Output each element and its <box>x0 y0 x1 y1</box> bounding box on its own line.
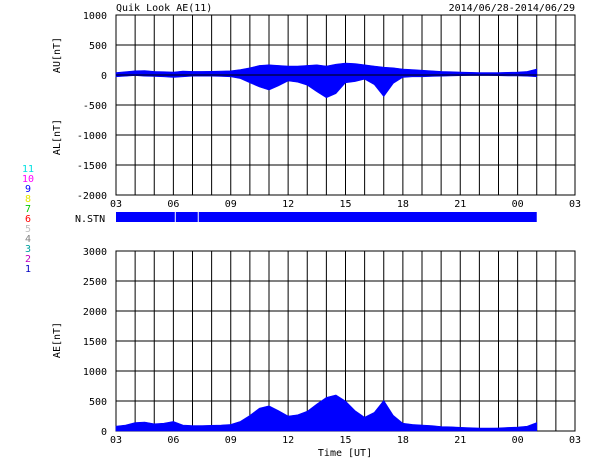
al-axis-label: AL[nT] <box>52 119 63 155</box>
y-tick-label: -1500 <box>77 161 107 172</box>
x-tick-label: 09 <box>225 435 237 446</box>
nstn-bar <box>116 212 537 222</box>
y-tick-label: 0 <box>101 71 107 82</box>
station-legend-item: 2 <box>25 254 31 265</box>
y-tick-label: 2500 <box>83 277 107 288</box>
x-tick-label: 03 <box>110 435 122 446</box>
x-tick-label: 03 <box>110 199 122 210</box>
au-al-area <box>115 62 538 99</box>
station-legend-item: 3 <box>25 244 31 255</box>
x-tick-label: 09 <box>225 199 237 210</box>
y-tick-label: 1000 <box>83 11 107 22</box>
x-tick-label: 21 <box>454 199 466 210</box>
nstn-label: N.STN <box>75 214 105 225</box>
x-tick-label: 00 <box>512 199 524 210</box>
y-tick-label: 500 <box>89 397 107 408</box>
y-tick-label: 3000 <box>83 247 107 258</box>
x-axis-label: Time [UT] <box>318 448 372 459</box>
station-legend-item: 5 <box>25 224 31 235</box>
y-tick-label: 500 <box>89 41 107 52</box>
ae-axis-label: AE[nT] <box>52 322 63 358</box>
station-legend-item: 7 <box>25 204 31 215</box>
y-tick-label: -1000 <box>77 131 107 142</box>
date-range: 2014/06/28-2014/06/29 <box>449 3 575 14</box>
x-tick-label: 21 <box>454 435 466 446</box>
au-al-panel-grid <box>115 14 576 196</box>
ae-area <box>115 394 538 432</box>
au-axis-label: AU[nT] <box>52 37 63 73</box>
x-tick-label: 18 <box>397 435 409 446</box>
station-legend-item: 10 <box>22 174 34 185</box>
station-legend-item: 4 <box>25 234 31 245</box>
y-tick-label: -2000 <box>77 191 107 202</box>
y-tick-label: -500 <box>83 101 107 112</box>
x-tick-label: 03 <box>569 199 581 210</box>
panel-frame <box>115 14 576 196</box>
station-legend-item: 6 <box>25 214 31 225</box>
station-legend-item: 8 <box>25 194 31 205</box>
x-tick-label: 18 <box>397 199 409 210</box>
x-tick-label: 00 <box>512 435 524 446</box>
chart-title: Quik Look AE(11) <box>116 3 212 14</box>
station-legend-item: 1 <box>25 264 31 275</box>
station-legend-item: 9 <box>25 184 31 195</box>
nstn-coverage <box>116 212 537 222</box>
x-tick-label: 12 <box>282 435 294 446</box>
y-tick-label: 1000 <box>83 367 107 378</box>
x-tick-label: 03 <box>569 435 581 446</box>
y-tick-label: 1500 <box>83 337 107 348</box>
x-tick-label: 06 <box>167 435 179 446</box>
y-tick-label: 2000 <box>83 307 107 318</box>
station-legend-item: 11 <box>22 164 34 175</box>
y-tick-label: 0 <box>101 427 107 438</box>
x-tick-label: 15 <box>339 435 351 446</box>
x-tick-label: 12 <box>282 199 294 210</box>
x-tick-label: 15 <box>339 199 351 210</box>
x-tick-label: 06 <box>167 199 179 210</box>
